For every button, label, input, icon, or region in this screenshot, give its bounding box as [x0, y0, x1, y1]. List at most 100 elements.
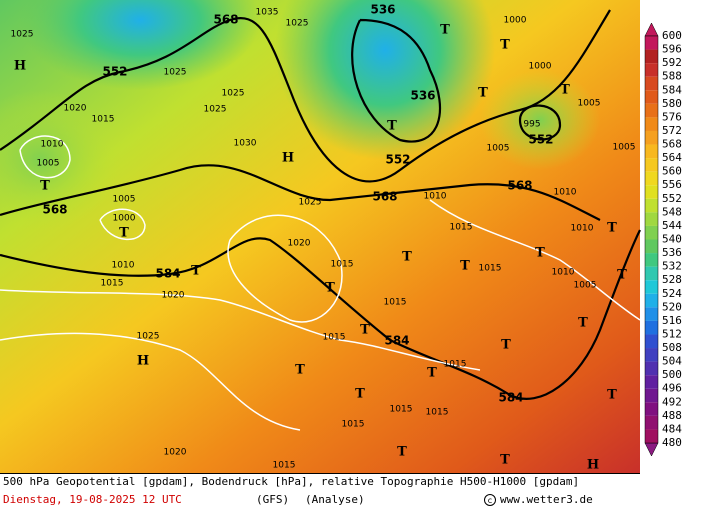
map-labels: 1025 1025 1025 1025 1020 1015 1010 1005 1005 1000… [11, 3, 636, 473]
isobar-label: 1010 [554, 188, 577, 198]
footer-date: Dienstag, 19-08-2025 12 UTC [3, 493, 182, 506]
colorbar-swatch [645, 293, 658, 308]
colorbar-tick-label: 508 [662, 341, 682, 354]
pressure-isobars [0, 135, 641, 431]
colorbar-tick-label: 556 [662, 178, 682, 191]
colorbar-tick-label: 496 [662, 382, 682, 395]
colorbar-swatch [645, 388, 658, 403]
colorbar-tick-label: 600 [662, 29, 682, 42]
isobar-label: 1005 [578, 99, 601, 109]
colorbar-swatch [645, 130, 658, 145]
pressure-center: T [427, 366, 437, 381]
colorbar-swatch [645, 402, 658, 416]
colorbar-swatch [645, 320, 658, 335]
colorbar-tick-label: 536 [662, 246, 682, 259]
geopotential-label: 536 [370, 3, 395, 17]
colorbar-tick-label: 560 [662, 165, 682, 178]
isobar-label: 1015 [342, 420, 365, 430]
low-field [0, 90, 120, 230]
colorbar-tick-label: 576 [662, 110, 682, 123]
isobar-label: 1010 [571, 224, 594, 234]
colorbar-swatch [645, 348, 658, 362]
colorbar-tick-label: 564 [662, 151, 682, 164]
colorbar-swatch [645, 253, 658, 267]
colorbar-swatch [645, 171, 658, 186]
pressure-center: T [501, 338, 511, 353]
isobar-label: 1010 [112, 261, 135, 271]
pressure-center: T [325, 281, 335, 296]
isobar-label: 1030 [234, 139, 257, 149]
colorbar-tick-label: 532 [662, 260, 682, 273]
colorbar-swatch [645, 415, 658, 430]
colorbar-tick-label: 588 [662, 70, 682, 83]
colorbar-tick-label: 580 [662, 97, 682, 110]
colorbar-swatch [645, 158, 658, 172]
colorbar-tick-label: 492 [662, 395, 682, 408]
isobar-label: 1015 [331, 260, 354, 270]
colorbar-swatch [645, 429, 658, 443]
colorbar-swatch [645, 239, 658, 254]
colorbar-swatch [645, 280, 658, 294]
isobar-label: 1025 [286, 19, 309, 29]
copyright-icon [484, 494, 496, 506]
colorbar-tick-label: 484 [662, 422, 682, 435]
copyright-icon-letter: c [488, 496, 492, 505]
map-area [0, 0, 641, 473]
colorbar-swatch [645, 103, 658, 118]
isobar-label: 1015 [384, 298, 407, 308]
pressure-center: T [535, 246, 545, 261]
isobar-label: 1000 [113, 214, 136, 224]
isobar-label: 1025 [222, 89, 245, 99]
pressure-center: T [560, 83, 570, 98]
colorbar-swatch [645, 307, 658, 321]
isobar-label: 1005 [487, 144, 510, 154]
isobar-label: 1020 [162, 291, 185, 301]
pressure-center: H [587, 458, 599, 473]
geopotential-label: 536 [410, 89, 435, 103]
isobar-label: 1005 [113, 195, 136, 205]
colorbar-arrow-top [644, 22, 659, 37]
footer-background [0, 473, 640, 513]
colorbar-tick-label: 504 [662, 355, 682, 368]
isobar-label: 1015 [426, 408, 449, 418]
isobar-label: 1000 [504, 16, 527, 26]
pressure-center: H [282, 151, 294, 166]
pressure-center: T [360, 323, 370, 338]
colorbar-tick-label: 500 [662, 368, 682, 381]
pressure-center: T [295, 363, 305, 378]
isobar-label: 1015 [92, 115, 115, 125]
colorbar-swatch [645, 185, 658, 199]
isobar-label: 1025 [11, 30, 34, 40]
isobar-label: 1020 [64, 104, 87, 114]
pressure-center: T [440, 23, 450, 38]
pressure-center: T [500, 38, 510, 53]
colorbar-tick-label: 540 [662, 233, 682, 246]
isobar-label: 1025 [204, 105, 227, 115]
colorbar-tick-label: 520 [662, 300, 682, 313]
isobar-label: 1010 [424, 192, 447, 202]
colorbar-tick-label: 592 [662, 56, 682, 69]
low-field [480, 70, 600, 170]
colorbar-tick-label: 548 [662, 205, 682, 218]
pressure-center: T [119, 226, 129, 241]
geopotential-label: 568 [213, 13, 238, 27]
isobar-label: 1025 [299, 198, 322, 208]
colorbar-swatch [645, 225, 658, 240]
colorbar-swatch [645, 144, 658, 159]
pressure-center: T [402, 250, 412, 265]
footer-site[interactable]: www.wetter3.de [500, 493, 593, 506]
colorbar-swatch [645, 334, 658, 349]
pressure-center: T [617, 268, 627, 283]
colorbar-frame [644, 35, 659, 444]
isobar-label: 1015 [390, 405, 413, 415]
colorbar-swatch [645, 212, 658, 226]
colorbar-swatch [645, 63, 658, 77]
pressure-center: T [578, 316, 588, 331]
colorbar-tick-label: 528 [662, 273, 682, 286]
colorbar-tick-label: 488 [662, 409, 682, 422]
isobar-label: 1000 [529, 62, 552, 72]
colorbar-swatch [645, 266, 658, 281]
pressure-center: T [40, 179, 50, 194]
pressure-center: T [607, 388, 617, 403]
